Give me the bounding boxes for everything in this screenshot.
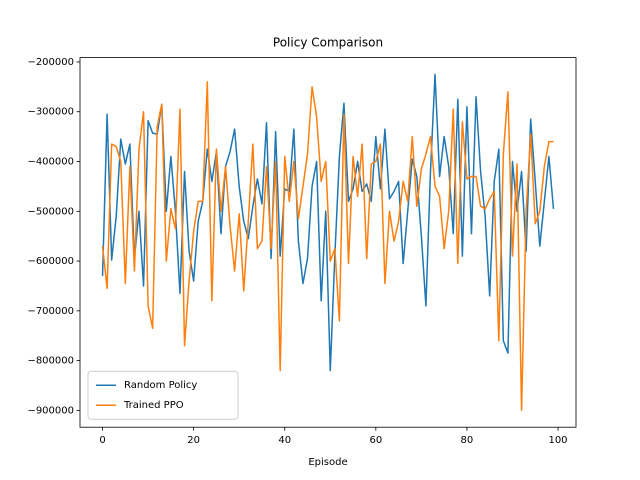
x-tick-label: 80 <box>461 435 474 446</box>
series-line <box>101 81 554 412</box>
x-tick-label: 20 <box>187 435 200 446</box>
legend-label: Trained PPO <box>123 400 184 411</box>
y-tick-label: −600000 <box>27 256 74 267</box>
legend-box <box>87 370 239 420</box>
y-tick-label: −500000 <box>27 206 74 217</box>
x-tick-label: 0 <box>99 435 105 446</box>
y-tick-label: −300000 <box>27 107 74 118</box>
y-tick-label: −200000 <box>27 57 74 68</box>
y-tick-label: −800000 <box>27 356 74 367</box>
x-axis-label: Episode <box>308 457 347 468</box>
legend-label: Random Policy <box>124 380 197 391</box>
y-tick-label: −900000 <box>27 405 74 416</box>
x-tick-label: 100 <box>548 435 567 446</box>
y-tick-label: −400000 <box>27 157 74 168</box>
y-tick-label: −700000 <box>27 306 74 317</box>
x-tick-label: 60 <box>369 435 382 446</box>
x-tick-label: 40 <box>278 435 291 446</box>
plot-frame <box>79 57 577 428</box>
chart-title: Policy Comparison <box>273 36 383 50</box>
series-line <box>101 73 555 372</box>
